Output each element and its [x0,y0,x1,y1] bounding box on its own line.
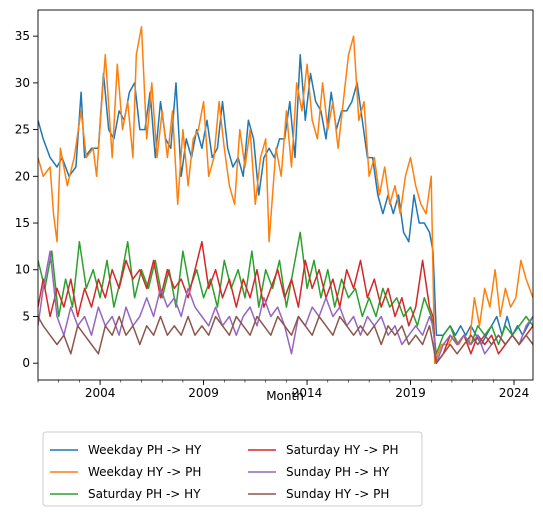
series-layer [38,26,533,364]
y-tick-label: 5 [22,309,30,323]
legend-label: Sunday HY -> PH [286,487,389,501]
y-tick-label: 20 [15,169,30,183]
x-tick-label: 2004 [85,386,116,400]
y-axis-ticks: 0 5 10 15 20 25 30 35 [15,29,38,370]
x-tick-label: 2009 [188,386,219,400]
x-axis-label: Month [266,389,304,403]
plot-frame [37,9,534,381]
x-axis-ticks: 2004 2009 2014 2019 2024 [37,380,530,400]
y-tick-label: 25 [15,123,30,137]
y-tick-label: 10 [15,263,30,277]
x-tick-label: 2014 [292,386,323,400]
series-line-2 [38,26,533,364]
y-tick-label: 0 [22,356,30,370]
legend-label: Saturday HY -> PH [286,443,399,457]
series-line-5 [38,250,533,364]
series-line-6 [38,315,533,364]
y-tick-label: 35 [15,29,30,43]
x-tick-label: 2024 [499,386,530,400]
x-tick-label: 2019 [395,386,426,400]
series-line-4 [38,240,533,364]
legend-label: Weekday HY -> PH [88,465,201,479]
legend-label: Sunday PH -> HY [286,465,390,479]
y-tick-label: 30 [15,76,30,90]
legend-label: Saturday PH -> HY [88,487,201,501]
y-tick-label: 15 [15,216,30,230]
legend-label: Weekday PH -> HY [88,443,202,457]
legend: Weekday PH -> HY Weekday HY -> PH Saturday… [42,431,423,507]
legend-frame [42,431,423,507]
